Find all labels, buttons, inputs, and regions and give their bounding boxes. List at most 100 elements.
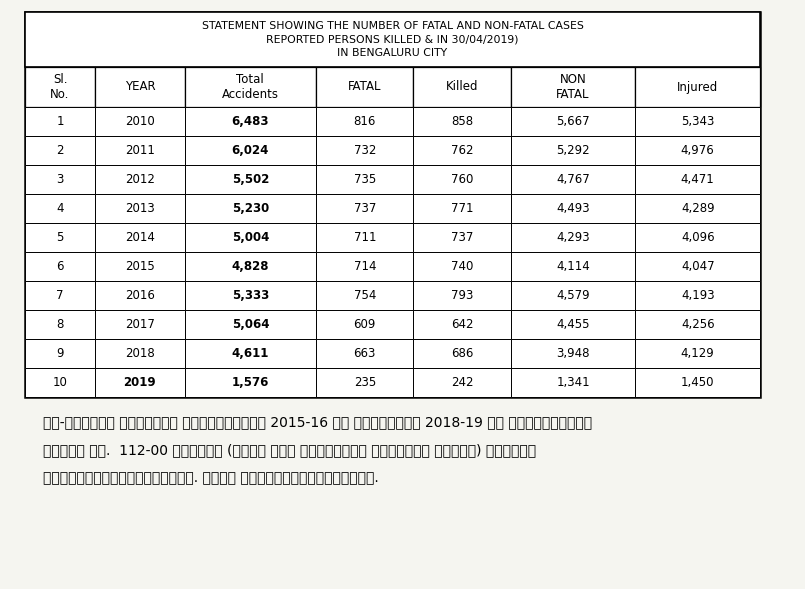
Bar xyxy=(635,281,760,310)
Bar xyxy=(414,281,511,310)
Bar xyxy=(25,165,95,194)
Text: 4,114: 4,114 xyxy=(556,260,590,273)
Bar xyxy=(316,339,414,368)
Text: 4,493: 4,493 xyxy=(556,202,590,215)
Text: 4,096: 4,096 xyxy=(681,231,715,244)
Text: 4: 4 xyxy=(56,202,64,215)
Bar xyxy=(316,67,414,107)
Bar xyxy=(95,252,184,281)
Text: 793: 793 xyxy=(451,289,473,302)
Bar xyxy=(316,368,414,397)
Bar xyxy=(25,339,95,368)
Text: ಬಿ-ಟ್ರಾಕ್ ಯೋಜನೆಗೆ ಸರ್ಕಾರದಿಂದ 2015-16 ನೇ ಸಾಲಿನಿಂದ 2018-19 ನೇ ಸಾಲಿನವರೆಗೆ: ಬಿ-ಟ್ರಾಕ್ ಯೋಜನೆಗೆ ಸರ್ಕಾರದಿಂದ 2015-16 ನೇ … xyxy=(43,415,592,429)
Bar xyxy=(184,310,316,339)
Bar xyxy=(511,339,635,368)
Bar xyxy=(184,223,316,252)
Text: 2017: 2017 xyxy=(125,318,155,331)
Text: 2010: 2010 xyxy=(125,115,155,128)
Bar xyxy=(25,12,760,397)
Bar xyxy=(511,165,635,194)
Bar xyxy=(184,67,316,107)
Text: 242: 242 xyxy=(451,376,473,389)
Bar xyxy=(95,368,184,397)
Bar xyxy=(25,281,95,310)
Bar xyxy=(25,310,95,339)
Bar xyxy=(316,107,414,136)
Text: 4,256: 4,256 xyxy=(681,318,715,331)
Bar xyxy=(414,368,511,397)
Bar xyxy=(414,194,511,223)
Text: 754: 754 xyxy=(353,289,376,302)
Text: 771: 771 xyxy=(451,202,473,215)
Text: 235: 235 xyxy=(353,376,376,389)
Bar xyxy=(511,67,635,107)
Bar xyxy=(95,67,184,107)
Bar xyxy=(95,194,184,223)
Text: 4,976: 4,976 xyxy=(681,144,715,157)
Bar xyxy=(184,194,316,223)
Bar xyxy=(316,281,414,310)
Text: 5,333: 5,333 xyxy=(232,289,269,302)
Text: 4,193: 4,193 xyxy=(681,289,715,302)
Bar xyxy=(95,223,184,252)
Text: 2012: 2012 xyxy=(125,173,155,186)
Text: 5,004: 5,004 xyxy=(232,231,269,244)
Bar xyxy=(511,107,635,136)
Bar xyxy=(316,194,414,223)
Text: 737: 737 xyxy=(451,231,473,244)
Text: 2011: 2011 xyxy=(125,144,155,157)
Text: ಒಟ್ಟು ರೂ.  112-00 ಕೋಟಿಗಳ (ಒಂದು ನೂರ ಹನ್ನೆರಡು ಕೋಟಿಗಳು ಮಾತ್ರ) ಅನುದಾನ: ಒಟ್ಟು ರೂ. 112-00 ಕೋಟಿಗಳ (ಒಂದು ನೂರ ಹನ್ನೆರ… xyxy=(43,443,536,457)
Bar xyxy=(511,368,635,397)
Text: 5,292: 5,292 xyxy=(556,144,590,157)
Bar xyxy=(95,339,184,368)
Bar xyxy=(95,136,184,165)
Bar xyxy=(414,223,511,252)
Bar xyxy=(25,136,95,165)
Bar xyxy=(511,136,635,165)
Text: 4,047: 4,047 xyxy=(681,260,715,273)
Text: 686: 686 xyxy=(451,347,473,360)
Text: 4,289: 4,289 xyxy=(681,202,715,215)
Text: 3: 3 xyxy=(56,173,64,186)
Bar xyxy=(511,194,635,223)
Bar xyxy=(316,252,414,281)
Text: 2019: 2019 xyxy=(123,376,156,389)
Bar xyxy=(25,194,95,223)
Text: Sl.
No.: Sl. No. xyxy=(51,73,70,101)
Bar xyxy=(511,252,635,281)
Text: 10: 10 xyxy=(52,376,68,389)
Bar xyxy=(316,165,414,194)
Text: 714: 714 xyxy=(353,260,376,273)
Text: 5,343: 5,343 xyxy=(681,115,714,128)
Text: 1: 1 xyxy=(56,115,64,128)
Text: 735: 735 xyxy=(353,173,376,186)
Bar xyxy=(635,67,760,107)
Text: Injured: Injured xyxy=(677,81,718,94)
Text: 642: 642 xyxy=(451,318,473,331)
Bar xyxy=(414,310,511,339)
Bar xyxy=(511,281,635,310)
Text: 2013: 2013 xyxy=(125,202,155,215)
Text: 858: 858 xyxy=(451,115,473,128)
Text: YEAR: YEAR xyxy=(125,81,155,94)
Bar xyxy=(95,165,184,194)
Text: 663: 663 xyxy=(353,347,376,360)
Bar xyxy=(635,107,760,136)
Bar xyxy=(184,252,316,281)
Bar xyxy=(25,252,95,281)
Text: NON
FATAL: NON FATAL xyxy=(556,73,590,101)
Bar xyxy=(25,12,760,67)
Bar xyxy=(95,310,184,339)
Text: 5,064: 5,064 xyxy=(232,318,269,331)
Bar xyxy=(414,136,511,165)
Text: 740: 740 xyxy=(451,260,473,273)
Bar xyxy=(414,165,511,194)
Bar xyxy=(635,194,760,223)
Bar xyxy=(635,339,760,368)
Text: 6: 6 xyxy=(56,260,64,273)
Bar xyxy=(635,136,760,165)
Text: 8: 8 xyxy=(56,318,64,331)
Text: 4,579: 4,579 xyxy=(556,289,590,302)
Text: 6,024: 6,024 xyxy=(232,144,269,157)
Text: 2: 2 xyxy=(56,144,64,157)
